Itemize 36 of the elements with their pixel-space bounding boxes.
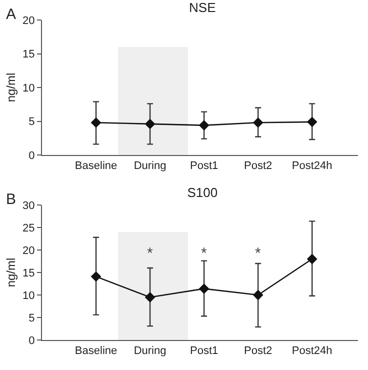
point: [144, 292, 156, 302]
point: [90, 271, 102, 282]
y-tick-label: 10: [22, 82, 35, 94]
x-tick-label: Post1: [190, 160, 218, 172]
y-tick-label: 10: [22, 290, 35, 302]
y-tick-label: 20: [22, 14, 35, 27]
annotation: *: [255, 245, 261, 262]
point: [306, 254, 318, 264]
annotation: *: [201, 245, 207, 262]
x-tick-label: Baseline: [74, 345, 118, 358]
y-tick-label: 5: [28, 116, 35, 128]
text: A: [6, 6, 16, 23]
chart-title: NSE: [189, 0, 216, 15]
x-tick-label: Baseline: [74, 160, 118, 172]
y-tick-label: 5: [28, 312, 35, 324]
point: [252, 290, 264, 300]
y-tick-label: 0: [28, 334, 35, 347]
y-axis-title: ng/ml: [4, 72, 18, 102]
chart-title: S100: [187, 184, 218, 200]
x-tick-label: Post1: [190, 345, 218, 358]
y-tick-label: 20: [22, 244, 35, 257]
x-tick-label: During: [134, 345, 166, 358]
x-tick-label: During: [134, 160, 166, 172]
x-tick-label: Post24h: [292, 345, 332, 358]
x-tick-label: Post2: [244, 160, 272, 172]
point: [198, 284, 210, 294]
x-tick-label: Post24h: [292, 160, 332, 172]
y-tick-label: 15: [22, 48, 35, 61]
annotation: *: [147, 245, 153, 262]
x-tick-label: Post2: [244, 345, 272, 358]
y-axis-title: ng/ml: [4, 258, 18, 288]
y-tick-label: 0: [28, 150, 35, 162]
y-tick-label: 25: [22, 222, 35, 234]
y-tick-label: 15: [22, 267, 35, 280]
y-tick-label: 30: [22, 200, 35, 212]
text: B: [6, 191, 16, 208]
